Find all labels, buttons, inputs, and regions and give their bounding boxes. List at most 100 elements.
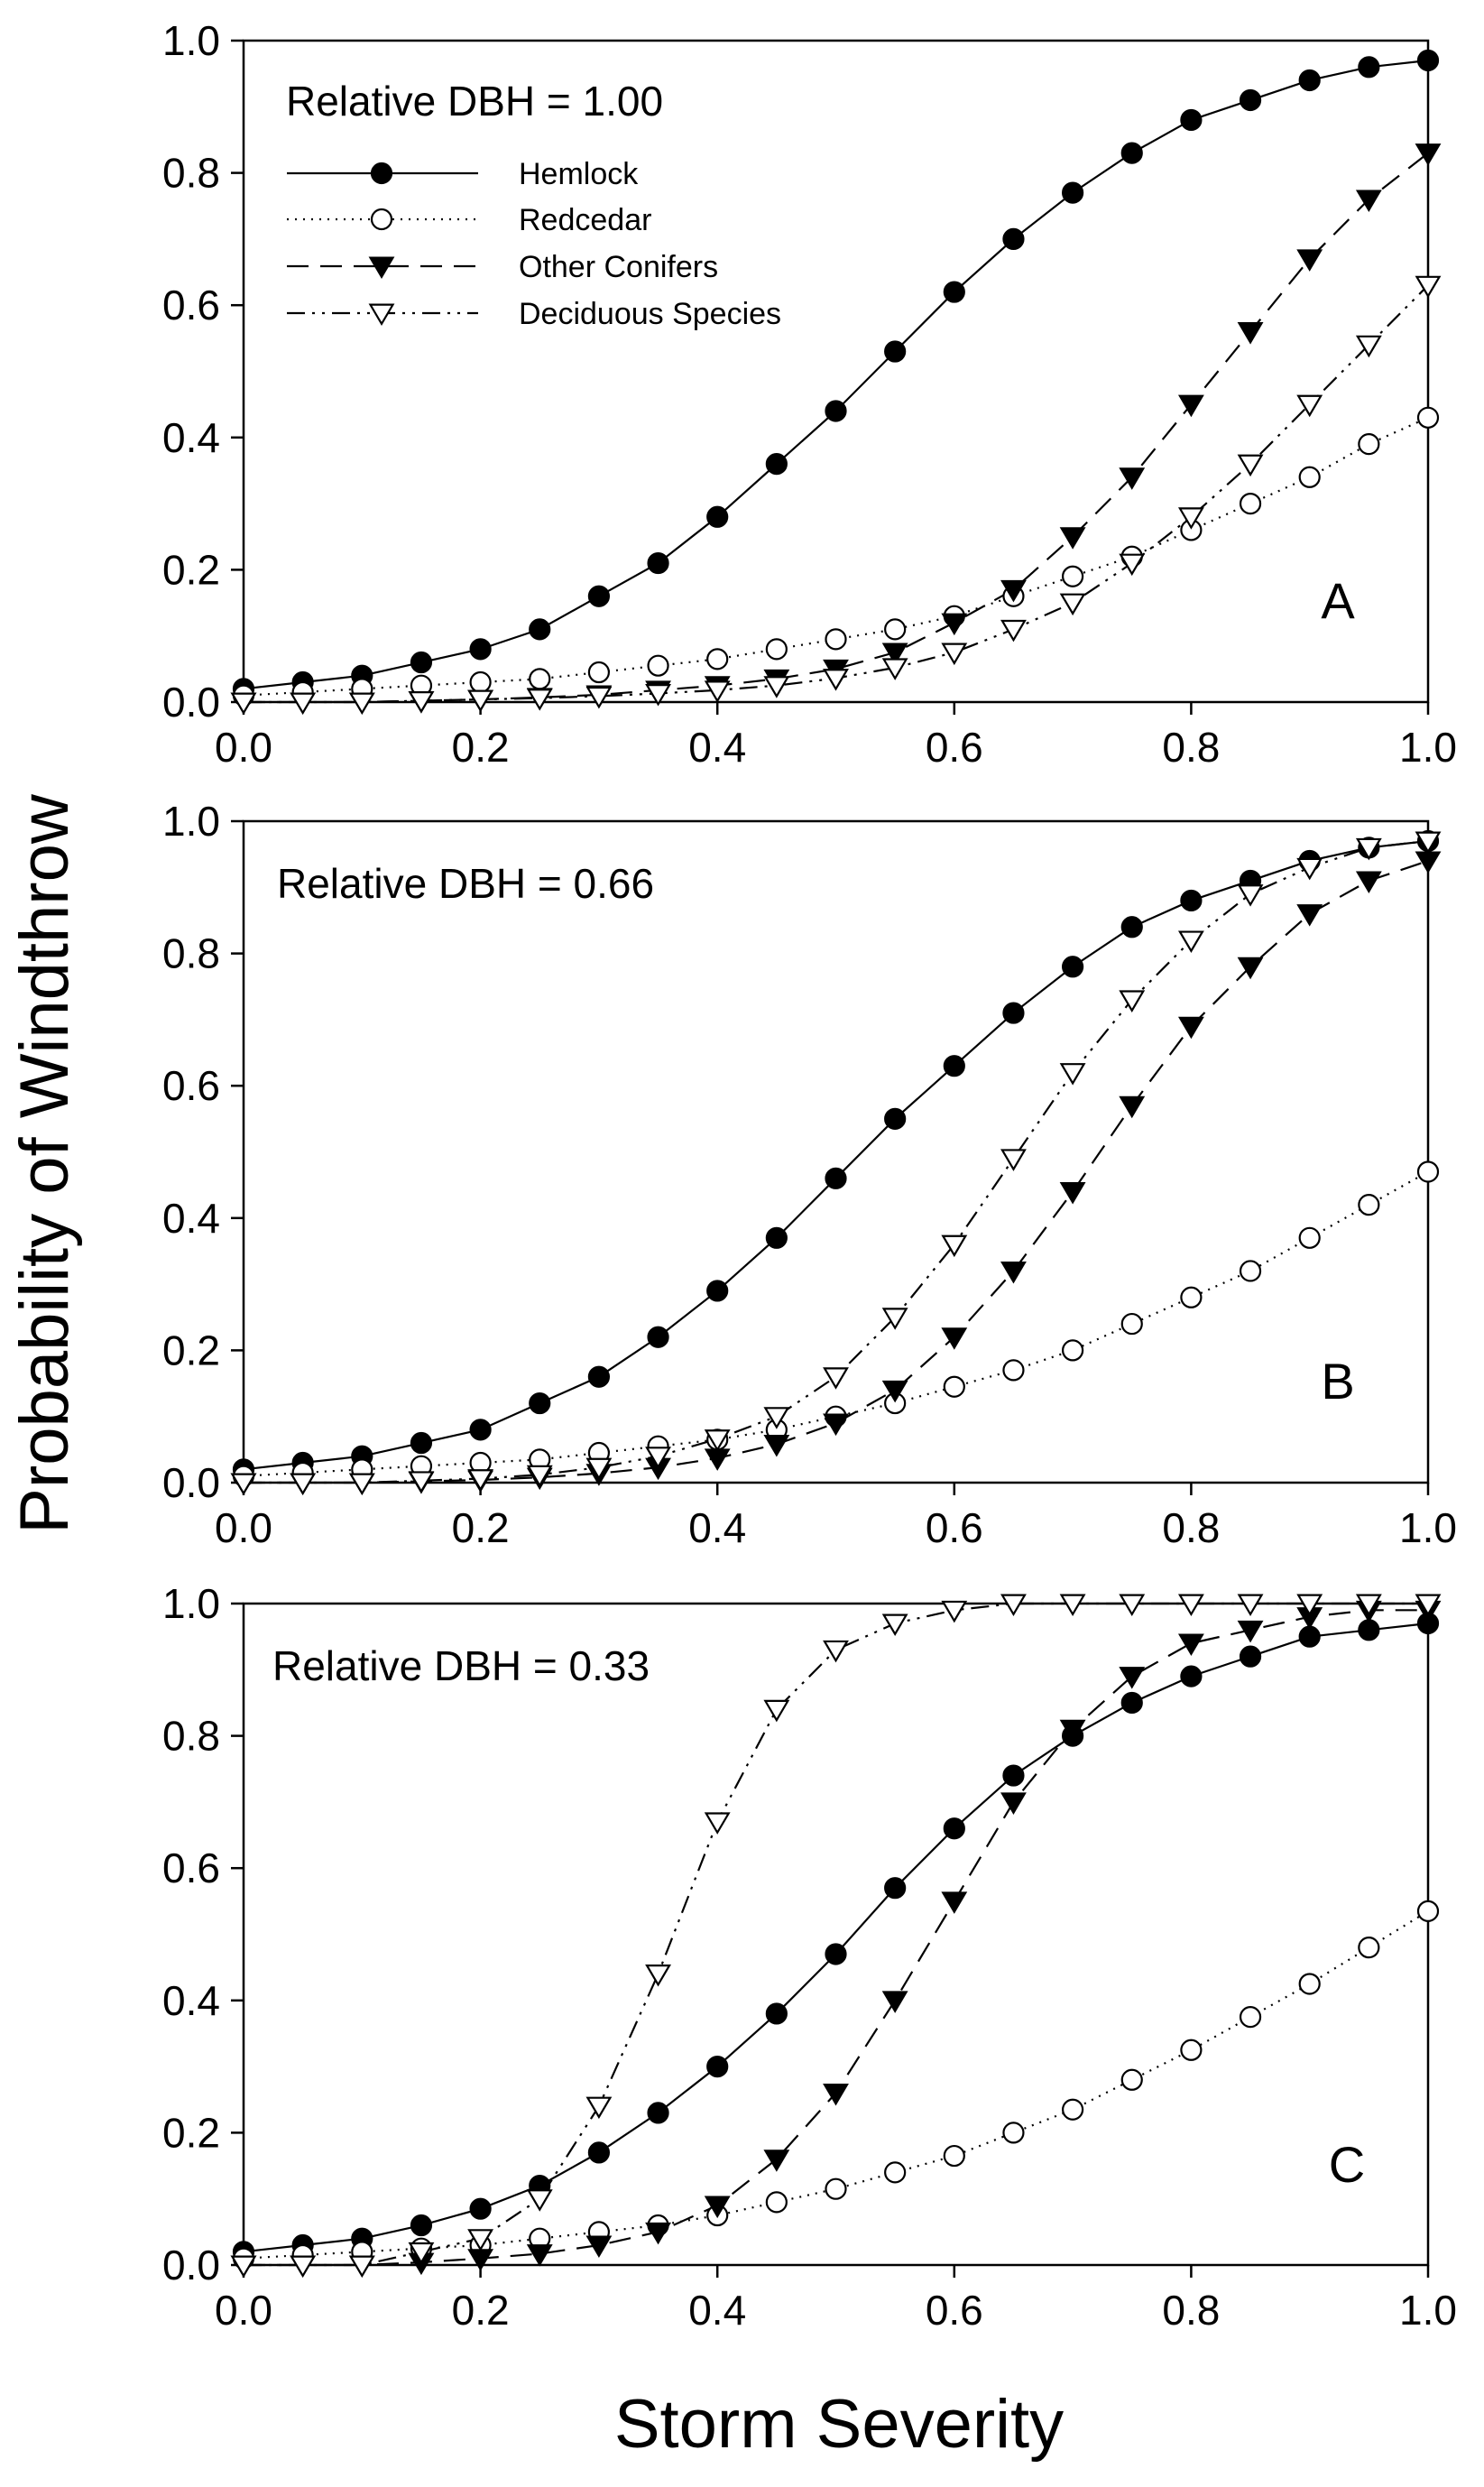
data-point-hemlock — [587, 2141, 611, 2164]
data-point-redcedar — [825, 628, 847, 651]
data-point-deciduous-species — [1355, 837, 1382, 861]
data-point-redcedar — [1416, 1160, 1440, 1183]
y-tick-label: 0.6 — [162, 1062, 220, 1109]
data-point-other-conifers — [1237, 322, 1264, 345]
y-tick-label: 1.0 — [162, 1580, 220, 1627]
y-tick-label: 0.2 — [162, 546, 220, 593]
data-point-redcedar — [1239, 2006, 1262, 2029]
data-point-hemlock — [943, 1817, 965, 1840]
data-point-other-conifers — [1415, 851, 1442, 874]
data-point-other-conifers — [526, 2244, 553, 2267]
data-point-other-conifers — [1237, 957, 1264, 980]
x-tick-label: 0.2 — [452, 724, 510, 771]
data-point-other-conifers — [823, 2083, 849, 2106]
data-point-deciduous-species — [1059, 1063, 1086, 1086]
legend-marker — [368, 256, 395, 280]
y-tick-label: 0.0 — [162, 2242, 220, 2288]
data-point-other-conifers — [1119, 1096, 1146, 1119]
data-point-redcedar — [943, 1375, 965, 1398]
markers-other-conifers — [230, 1600, 1442, 2279]
data-point-deciduous-species — [1415, 831, 1442, 855]
legend-item-hemlock: Hemlock — [287, 157, 639, 191]
x-tick-label: 0.6 — [926, 2287, 983, 2334]
plot-frame — [242, 819, 1430, 1484]
data-point-hemlock — [587, 585, 611, 607]
markers-redcedar — [232, 1900, 1440, 2270]
relative-dbh-label: Relative DBH = 0.33 — [272, 1642, 650, 1689]
plot-frame — [242, 39, 1430, 704]
data-point-deciduous-species — [1177, 507, 1204, 530]
data-point-deciduous-species — [526, 1465, 553, 1488]
data-point-deciduous-species — [941, 1600, 968, 1623]
data-point-deciduous-species — [1000, 1149, 1027, 1171]
panel-letter: B — [1321, 1353, 1354, 1410]
data-point-other-conifers — [1119, 1667, 1146, 1689]
y-tick-label: 0.4 — [162, 414, 220, 461]
data-point-redcedar — [1416, 1900, 1440, 1922]
y-tick-label: 0.6 — [162, 1844, 220, 1891]
panel-a: 0.0 0.2 0.4 0.6 0.8 1.0 0.0 0.2 0.4 0.6 0.8 1.0 Rela… — [162, 17, 1457, 771]
data-point-redcedar — [1358, 1194, 1380, 1216]
data-point-deciduous-species — [230, 1473, 257, 1496]
data-point-other-conifers — [1119, 467, 1146, 490]
x-tick-label: 0.4 — [688, 1504, 746, 1551]
y-tick-label: 0.8 — [162, 1713, 220, 1760]
x-tick-label: 0.6 — [926, 724, 983, 771]
data-point-redcedar — [1061, 1339, 1084, 1362]
data-point-hemlock — [587, 1365, 611, 1388]
data-point-hemlock — [765, 453, 788, 476]
data-point-hemlock — [1180, 889, 1203, 912]
data-point-other-conifers — [704, 1448, 731, 1471]
data-point-deciduous-species — [290, 1473, 317, 1496]
data-point-deciduous-species — [1119, 553, 1146, 577]
data-point-deciduous-species — [230, 692, 257, 716]
data-point-hemlock — [1239, 88, 1262, 112]
data-point-other-conifers — [1177, 394, 1204, 418]
data-point-deciduous-species — [1119, 1594, 1146, 1617]
x-tick-label: 1.0 — [1399, 1504, 1457, 1551]
data-point-deciduous-species — [941, 1234, 968, 1258]
data-point-deciduous-species — [881, 1613, 908, 1637]
plot-frame — [242, 1602, 1430, 2267]
data-point-redcedar — [1358, 433, 1380, 456]
data-point-other-conifers — [1237, 1620, 1264, 1643]
x-tick-label: 0.2 — [452, 1504, 510, 1551]
x-tick-label: 0.8 — [1162, 1504, 1220, 1551]
relative-dbh-label: Relative DBH = 1.00 — [286, 78, 663, 125]
legend-label: Redcedar — [519, 203, 651, 237]
data-point-hemlock — [647, 551, 669, 575]
data-point-deciduous-species — [941, 643, 968, 666]
markers-deciduous-species — [230, 275, 1442, 716]
data-point-deciduous-species — [348, 2255, 375, 2279]
data-point-deciduous-species — [823, 669, 849, 691]
legend-label: Hemlock — [519, 157, 639, 191]
data-point-deciduous-species — [585, 1457, 613, 1481]
series-line-hemlock — [243, 59, 1429, 690]
y-tick-label: 0.4 — [162, 1977, 220, 2024]
data-point-deciduous-species — [408, 1471, 435, 1493]
data-point-deciduous-species — [1355, 1594, 1382, 1617]
data-point-deciduous-species — [467, 2229, 494, 2251]
series-redcedar — [243, 1170, 1429, 1477]
x-tick-label: 0.0 — [215, 724, 272, 771]
data-point-redcedar — [587, 661, 611, 684]
x-tick-label: 0.0 — [215, 2287, 272, 2334]
data-point-deciduous-species — [585, 2096, 613, 2120]
panel-b: 0.0 0.2 0.4 0.6 0.8 1.0 0.0 0.2 0.4 0.6 0.8 1.0 Rela… — [162, 798, 1457, 1551]
data-point-deciduous-species — [704, 1812, 731, 1835]
y-axis-title: Probability of Windthrow — [6, 793, 83, 1534]
data-point-deciduous-species — [526, 2189, 553, 2212]
y-tick-label: 0.0 — [162, 679, 220, 726]
markers-redcedar — [232, 406, 1440, 707]
data-point-deciduous-species — [1177, 1594, 1204, 1617]
data-point-deciduous-species — [1355, 335, 1382, 358]
data-point-deciduous-species — [1296, 394, 1323, 418]
data-point-hemlock — [1120, 142, 1143, 164]
y-tick-label: 0.0 — [162, 1459, 220, 1506]
data-point-deciduous-species — [823, 1640, 849, 1663]
x-axis-title: Storm Severity — [614, 2386, 1064, 2463]
data-point-other-conifers — [1059, 527, 1086, 550]
data-point-other-conifers — [941, 1327, 968, 1350]
data-point-hemlock — [469, 1419, 492, 1441]
